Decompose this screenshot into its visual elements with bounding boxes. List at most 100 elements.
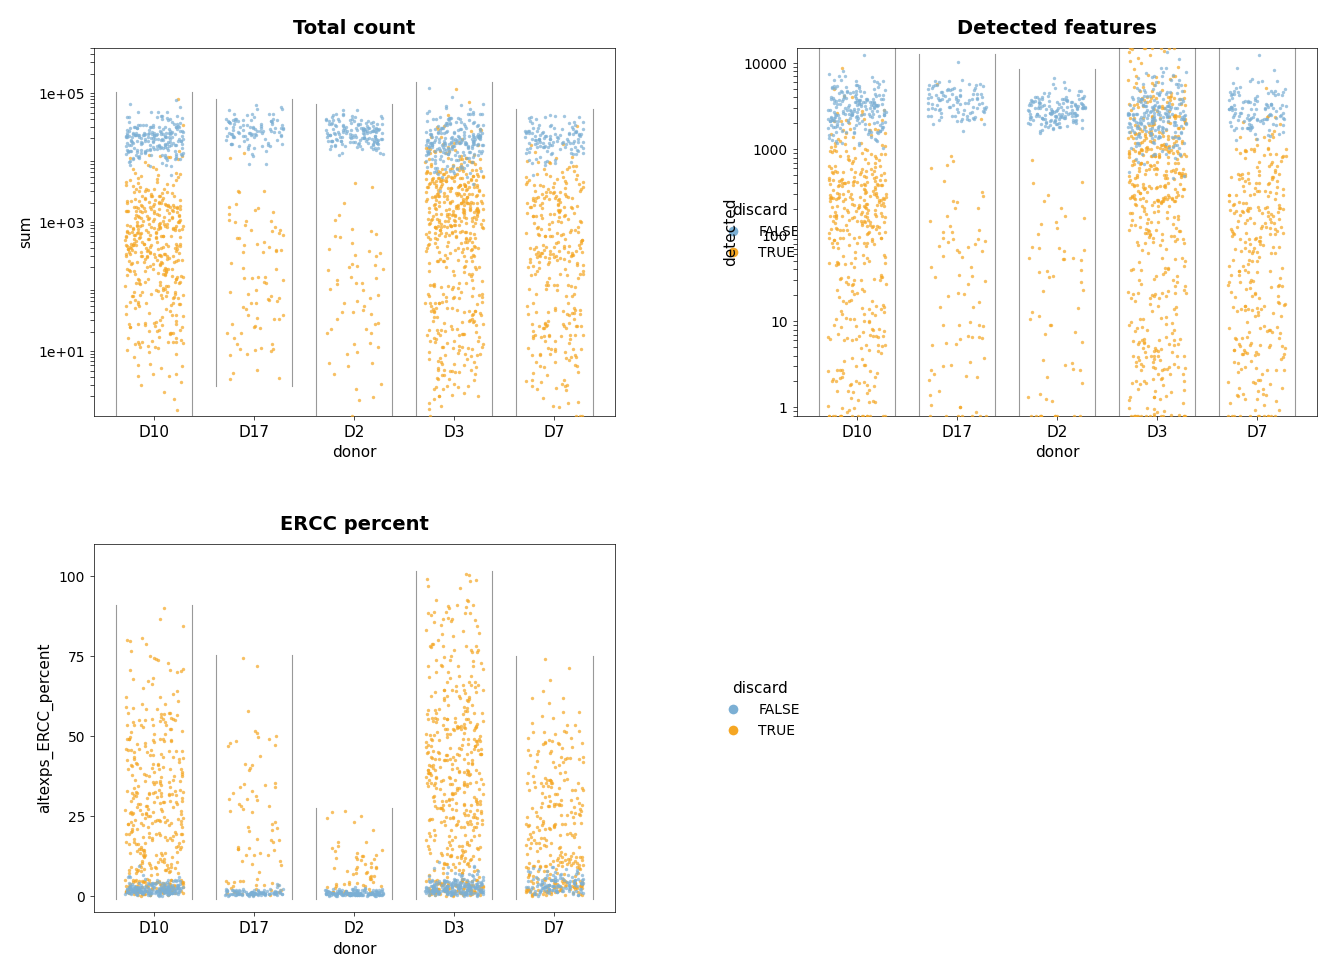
Point [1144,108,1165,124]
Point [551,883,573,899]
Point [220,136,242,152]
Point [550,839,571,854]
Point [550,879,571,895]
Point [1062,108,1083,124]
Point [349,132,371,148]
Point [1220,100,1242,115]
Point [540,872,562,887]
Point [430,125,452,140]
Point [148,652,169,667]
Point [534,879,555,895]
Point [418,869,439,884]
Point [435,124,457,139]
Point [1130,94,1152,109]
Point [163,220,184,235]
Point [450,741,472,756]
Point [964,109,985,125]
Point [868,322,890,337]
Point [539,328,560,344]
Point [430,222,452,237]
Point [539,793,560,808]
Point [457,880,478,896]
Point [835,296,856,311]
Point [439,116,461,132]
Point [251,139,273,155]
Point [538,881,559,897]
Point [837,153,859,168]
Point [517,881,539,897]
Point [172,743,194,758]
Point [133,125,155,140]
Point [547,282,569,298]
Point [171,123,192,138]
Point [364,128,386,143]
Point [457,747,478,762]
Point [564,826,586,841]
Point [161,885,183,900]
Point [555,188,577,204]
Point [128,862,149,877]
Point [134,295,156,310]
Point [160,873,181,888]
Point [551,866,573,881]
Point [935,408,957,423]
Point [918,77,939,92]
Point [454,253,476,269]
Point [556,717,578,732]
Point [1257,111,1278,127]
Point [439,849,461,864]
Point [527,819,548,834]
Point [168,693,190,708]
Point [167,664,188,680]
Point [1175,64,1196,80]
Point [1028,95,1050,110]
Point [418,868,439,883]
Point [142,671,164,686]
Point [1128,126,1149,141]
Point [554,208,575,224]
Point [520,267,542,282]
Point [450,875,472,890]
Point [218,103,239,118]
Point [1031,89,1052,105]
Point [1254,215,1275,230]
Point [442,683,464,698]
Point [258,107,280,122]
Point [461,132,482,147]
Point [149,732,171,747]
Point [827,164,848,180]
Point [363,136,384,152]
Point [160,126,181,141]
Point [1249,408,1270,423]
Point [1173,408,1195,423]
Point [448,747,469,762]
Point [159,887,180,902]
Point [437,220,458,235]
Point [1173,112,1195,128]
Point [960,106,981,121]
Point [466,167,488,182]
Point [539,799,560,814]
Point [517,110,539,126]
Point [857,126,879,141]
Point [117,883,138,899]
Point [237,886,258,901]
Point [1122,286,1144,301]
Point [164,143,185,158]
Point [1220,396,1242,411]
Point [535,315,556,330]
Point [1236,166,1258,181]
Point [218,206,239,222]
Point [439,727,461,742]
Point [431,367,453,382]
Point [141,742,163,757]
Point [871,270,892,285]
Point [567,862,589,877]
Point [535,128,556,143]
Point [539,184,560,200]
Point [422,882,444,898]
Point [550,878,571,894]
Point [472,317,493,332]
Point [453,774,474,789]
Point [862,166,883,181]
